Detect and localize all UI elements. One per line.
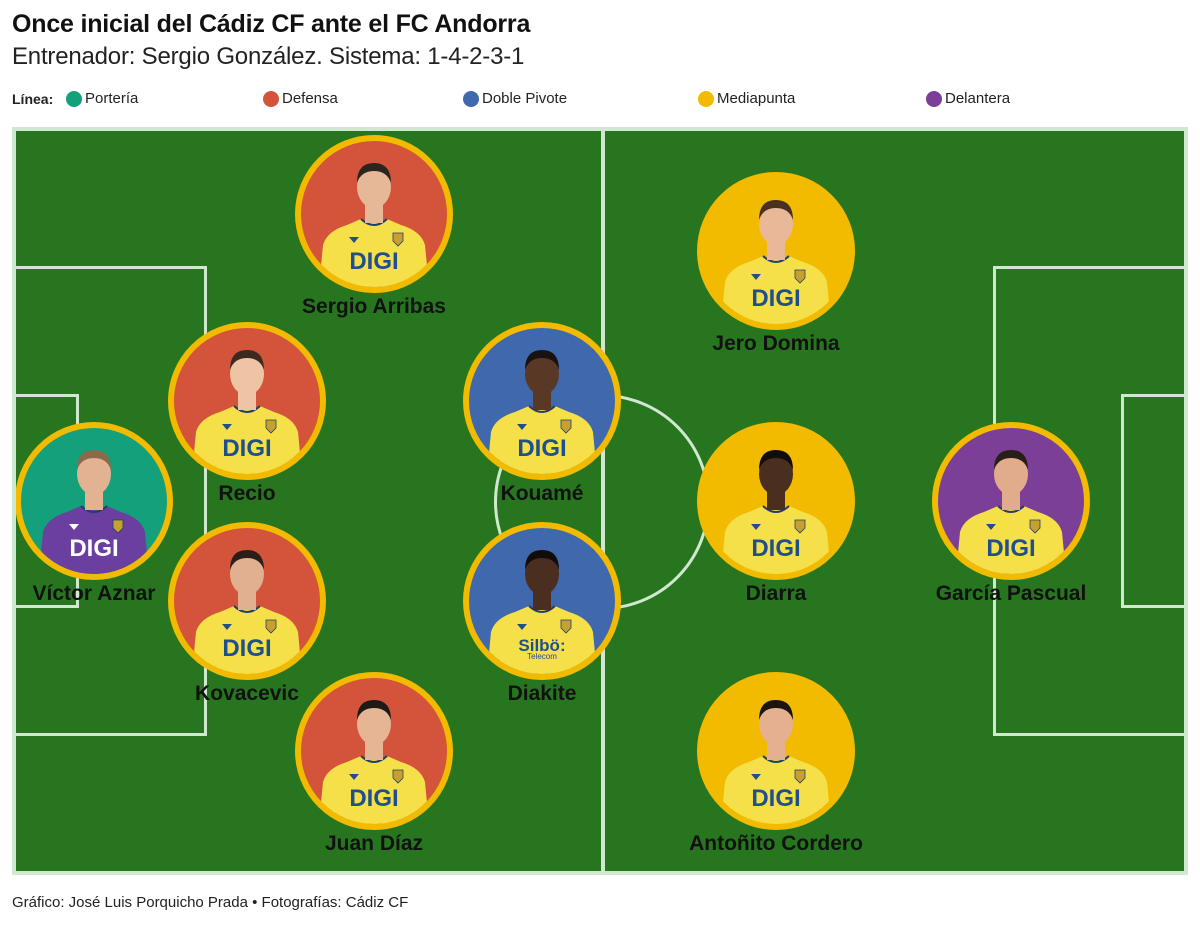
player-card: DIGI Jero Domina [676, 172, 876, 356]
player-card: DIGI Antoñito Cordero [676, 672, 876, 856]
player-photo: DIGI [697, 172, 855, 330]
legend-item-mediapunta: Mediapunta [698, 90, 795, 107]
player-name: Recio [218, 482, 276, 505]
legend-item-label: Portería [85, 90, 139, 107]
svg-text:DIGI: DIGI [69, 535, 118, 562]
legend-dot-icon [463, 90, 479, 107]
football-pitch: DIGI Víctor Aznar DIGI Sergio Arribas DI… [12, 127, 1188, 875]
player-photo: DIGI [295, 672, 453, 830]
player-name: Víctor Aznar [32, 582, 156, 605]
player-name: Sergio Arribas [302, 295, 446, 318]
svg-text:DIGI: DIGI [517, 435, 566, 462]
player-photo: DIGI [16, 422, 173, 580]
player-photo: DIGI [295, 135, 453, 293]
legend-item-label: Mediapunta [717, 90, 796, 107]
player-card: DIGI Recio [147, 322, 347, 506]
legend-item-porteria: Portería [66, 90, 138, 107]
player-card: DIGI Diarra [676, 422, 876, 606]
left-penalty-box [16, 266, 207, 736]
player-photo: DIGI [932, 422, 1090, 580]
legend: Línea: Portería Defensa Doble Pivote Med… [12, 90, 1192, 110]
player-card: DIGI Juan Díaz [274, 672, 474, 856]
player-name: Kovacevic [195, 682, 299, 705]
player-name: Diarra [745, 582, 807, 605]
player-name: García Pascual [935, 582, 1087, 605]
legend-item-defensa: Defensa [263, 90, 338, 107]
svg-text:DIGI: DIGI [222, 435, 271, 462]
legend-item-doble-pivote: Doble Pivote [463, 90, 567, 107]
svg-text:Silbö:: Silbö: [518, 636, 565, 655]
page-subtitle: Entrenador: Sergio González. Sistema: 1-… [12, 43, 525, 70]
legend-dot-icon [263, 90, 279, 107]
player-card: Silbö: Telecom Diakite [442, 522, 642, 706]
svg-text:DIGI: DIGI [349, 785, 398, 812]
player-name: Juan Díaz [324, 832, 424, 855]
legend-dot-icon [698, 90, 714, 107]
svg-text:DIGI: DIGI [751, 785, 800, 812]
credits: Gráfico: José Luis Porquicho Prada • Fot… [12, 894, 409, 911]
player-photo: DIGI [697, 672, 855, 830]
legend-item-label: Doble Pivote [482, 90, 568, 107]
svg-text:Telecom: Telecom [527, 652, 557, 661]
player-name: Diakite [507, 682, 577, 705]
page-title: Once inicial del Cádiz CF ante el FC And… [12, 10, 531, 38]
legend-item-label: Delantera [945, 90, 1011, 107]
player-name: Antoñito Cordero [689, 832, 863, 855]
svg-text:DIGI: DIGI [349, 248, 398, 275]
svg-text:DIGI: DIGI [986, 535, 1035, 562]
legend-label: Línea: [12, 91, 54, 107]
svg-text:DIGI: DIGI [751, 285, 800, 312]
player-photo: DIGI [168, 322, 326, 480]
svg-text:DIGI: DIGI [751, 535, 800, 562]
legend-dot-icon [926, 90, 942, 107]
player-name: Jero Domina [712, 332, 840, 355]
player-photo: DIGI [168, 522, 326, 680]
player-name: Kouamé [500, 482, 584, 505]
player-photo: DIGI [463, 322, 621, 480]
legend-item-delantera: Delantera [926, 90, 1010, 107]
player-photo: DIGI [697, 422, 855, 580]
player-card: DIGI García Pascual [911, 422, 1111, 606]
player-card: DIGI Kouamé [442, 322, 642, 506]
player-card: DIGI Víctor Aznar [16, 422, 194, 606]
player-photo: Silbö: Telecom [463, 522, 621, 680]
svg-text:DIGI: DIGI [222, 635, 271, 662]
legend-item-label: Defensa [282, 90, 338, 107]
right-goal-box [1121, 394, 1184, 608]
player-card: DIGI Sergio Arribas [274, 135, 474, 319]
player-card: DIGI Kovacevic [147, 522, 347, 706]
legend-dot-icon [66, 90, 82, 107]
